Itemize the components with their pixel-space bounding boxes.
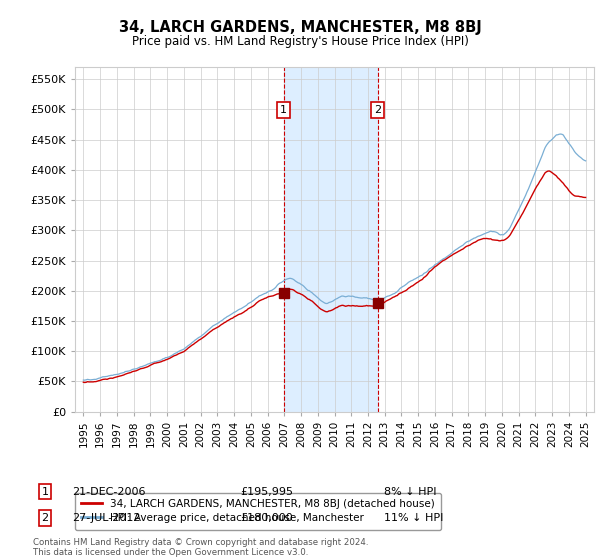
- Text: 34, LARCH GARDENS, MANCHESTER, M8 8BJ: 34, LARCH GARDENS, MANCHESTER, M8 8BJ: [119, 20, 481, 35]
- Bar: [284, 67, 377, 412]
- Legend: 34, LARCH GARDENS, MANCHESTER, M8 8BJ (detached house), HPI: Average price, deta: 34, LARCH GARDENS, MANCHESTER, M8 8BJ (d…: [75, 493, 442, 530]
- Text: 8% ↓ HPI: 8% ↓ HPI: [384, 487, 437, 497]
- Text: 21-DEC-2006: 21-DEC-2006: [72, 487, 146, 497]
- Text: 27-JUL-2012: 27-JUL-2012: [72, 513, 140, 523]
- Text: Contains HM Land Registry data © Crown copyright and database right 2024.
This d: Contains HM Land Registry data © Crown c…: [33, 538, 368, 557]
- Text: £195,995: £195,995: [240, 487, 293, 497]
- Text: 2: 2: [41, 513, 49, 523]
- Text: 1: 1: [41, 487, 49, 497]
- Text: 11% ↓ HPI: 11% ↓ HPI: [384, 513, 443, 523]
- Text: Price paid vs. HM Land Registry's House Price Index (HPI): Price paid vs. HM Land Registry's House …: [131, 35, 469, 48]
- Text: 2: 2: [374, 105, 381, 115]
- Text: 1: 1: [280, 105, 287, 115]
- Text: £180,000: £180,000: [240, 513, 293, 523]
